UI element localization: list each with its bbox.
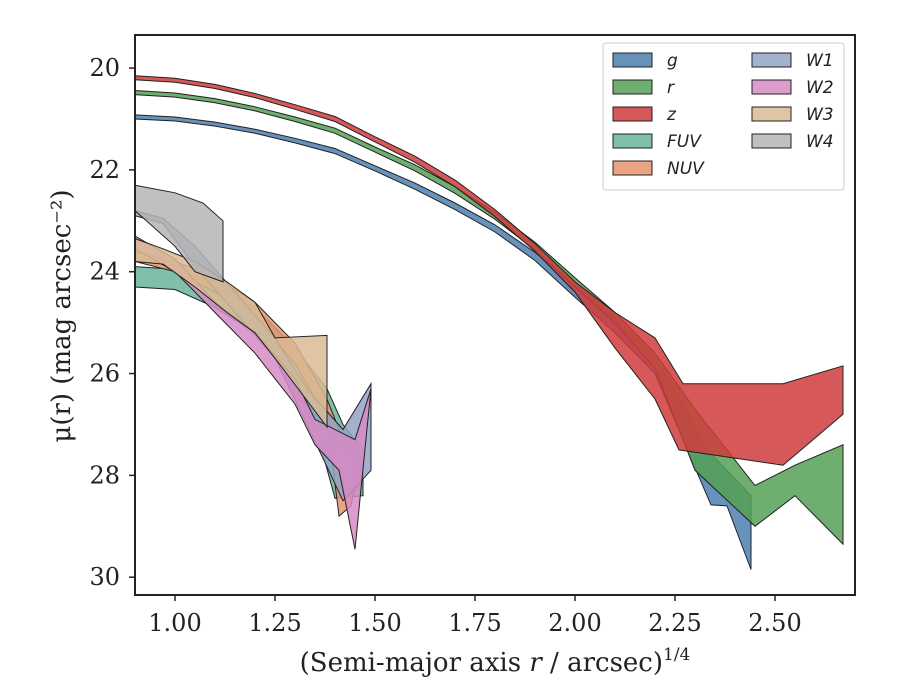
y-tick-label: 28 <box>89 461 120 489</box>
legend-label-w3: W3 <box>806 105 834 125</box>
y-tick-label: 30 <box>89 563 120 591</box>
legend-label-r: r <box>667 78 675 98</box>
legend-swatch-w4 <box>751 133 792 149</box>
band-w4 <box>134 184 224 283</box>
legend-swatch-w2 <box>751 79 792 95</box>
band-z <box>134 75 844 466</box>
x-tick-label: 1.50 <box>348 609 401 637</box>
legend-swatch-nuv <box>612 160 653 176</box>
x-tick-label: 2.25 <box>648 609 701 637</box>
x-tick-label: 2.50 <box>748 609 801 637</box>
x-axis-title: (Semi-major axis r / arcsec)1/4 <box>300 645 691 678</box>
legend-swatch-z <box>612 106 653 122</box>
plot-area <box>134 75 844 570</box>
legend: grz FUV NUV W1 W2 W3 W4 <box>602 42 845 191</box>
y-axis-title: μ(r) (mag arcsec⁻²) <box>47 189 77 442</box>
legend-label-nuv: NUV <box>667 159 705 179</box>
y-tick-label: 20 <box>89 54 120 82</box>
x-tick-label: 1.25 <box>248 609 301 637</box>
y-tick-label: 22 <box>89 156 120 184</box>
y-tick-label: 24 <box>89 258 120 286</box>
legend-swatch-w1 <box>751 52 792 68</box>
x-tick-label: 1.75 <box>448 609 501 637</box>
legend-swatch-g <box>612 52 653 68</box>
x-tick-label: 1.00 <box>148 609 201 637</box>
legend-label-w1: W1 <box>806 51 834 71</box>
legend-swatch-w3 <box>751 106 792 122</box>
legend-label-w2: W2 <box>806 78 834 98</box>
band-r <box>134 89 844 546</box>
legend-label-fuv: FUV <box>667 132 702 152</box>
legend-swatch-r <box>612 79 653 95</box>
x-tick-label: 2.00 <box>548 609 601 637</box>
legend-label-w4: W4 <box>806 132 834 152</box>
y-tick-label: 26 <box>89 360 120 388</box>
plot-frame <box>134 34 856 596</box>
axis-ticks: 1.00 1.25 1.50 1.75 2.00 2.25 2.50 20 22 24 26 28 30 <box>89 54 801 637</box>
legend-label-z: z <box>666 105 677 125</box>
legend-swatch-fuv <box>612 133 653 149</box>
legend-label-g: g <box>667 51 678 71</box>
